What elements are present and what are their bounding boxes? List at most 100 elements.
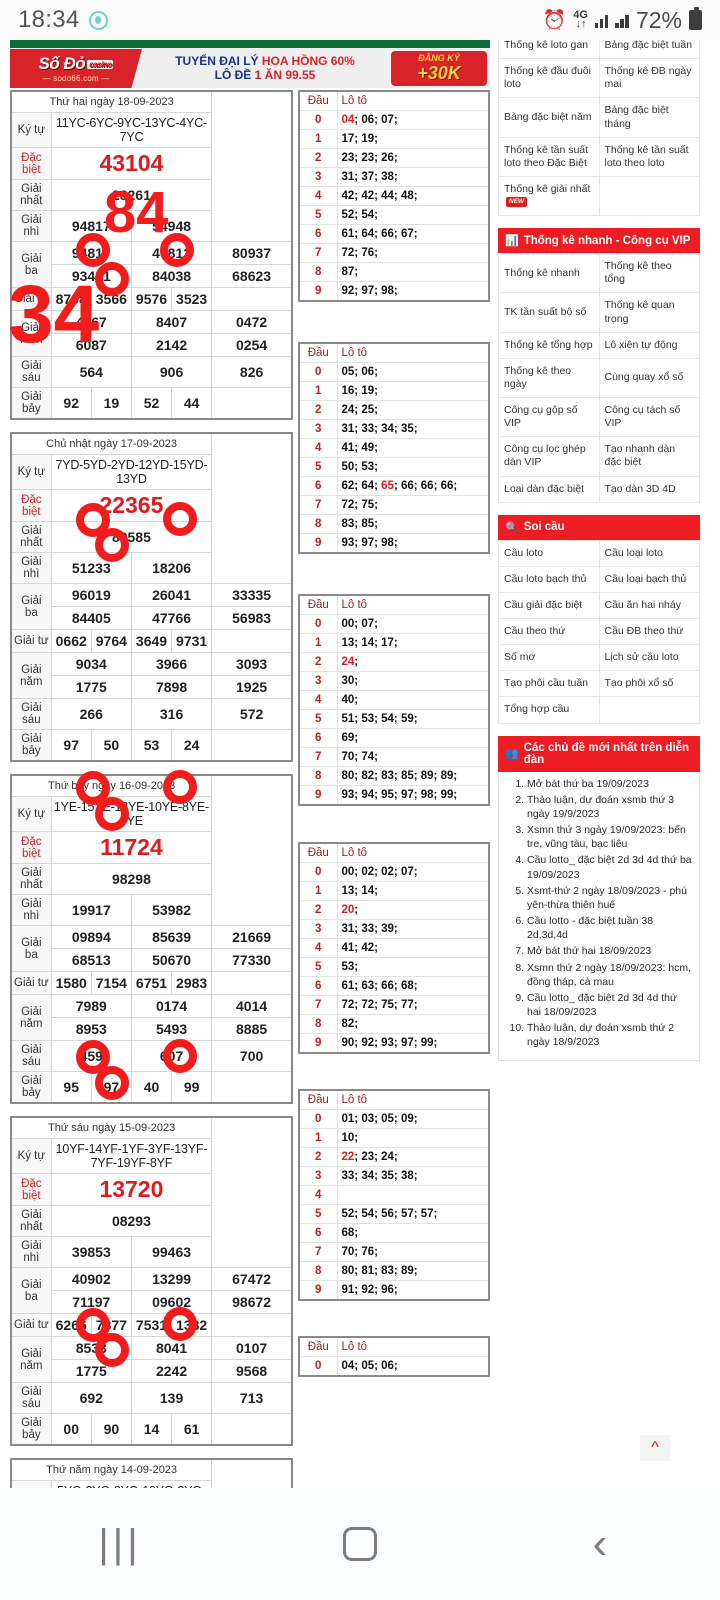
sidebar-link[interactable]: Số mơ bbox=[498, 644, 600, 672]
sidebar-link[interactable]: Công cụ lọc ghép dàn VIP bbox=[498, 436, 600, 477]
table-row: Giải tư 6266 7877 7531 1382 bbox=[10, 1313, 292, 1337]
chart-icon: 📊 bbox=[505, 235, 519, 248]
sidebar-link[interactable]: Tạo dàn 3D 4D bbox=[598, 475, 700, 503]
loto-values: 24; bbox=[336, 652, 490, 672]
forum-topic-item[interactable]: Cầu lotto_ đặc biệt 2d 3d 4d thứ hai 18/… bbox=[527, 991, 693, 1019]
sidebar-link[interactable]: Cầu ăn hai nháy bbox=[598, 591, 700, 620]
sidebar-link[interactable]: Loại dàn đặc biệt bbox=[498, 475, 600, 503]
sidebar-link[interactable]: Tạo phôi cầu tuần bbox=[498, 670, 600, 698]
dau-value: 5 bbox=[298, 457, 338, 477]
result-date: Thứ sáu ngày 15-09-2023 bbox=[10, 1116, 213, 1139]
row-label-kytu: Ký tự bbox=[10, 1138, 52, 1174]
sidebar-link[interactable]: Tổng hợp cầu bbox=[498, 696, 600, 724]
col-header-loto: Lô tô bbox=[336, 1089, 490, 1110]
loto-values: 31; 33; 34; 35; bbox=[336, 419, 490, 439]
dau-value: 9 bbox=[298, 1033, 338, 1054]
loto-values: 80; 81; 83; 89; bbox=[336, 1261, 490, 1281]
sidebar-link[interactable]: Bảng đặc biệt tháng bbox=[598, 97, 700, 138]
forum-topic-item[interactable]: Thảo luận, dự đoán xsmb thứ 2 ngày 18/9/… bbox=[527, 1021, 693, 1049]
forum-topic-item[interactable]: Thảo luận, dự đoán xsmb thứ 3 ngày 19/9/… bbox=[527, 793, 693, 821]
chevron-up-icon[interactable]: ^ bbox=[640, 1435, 670, 1461]
sidebar-link[interactable]: Cầu loại bạch thủ bbox=[598, 565, 700, 593]
table-row: 9 93; 97; 98; bbox=[298, 533, 490, 554]
forum-topic-item[interactable]: Cầu lotto_ đặc biệt 2d 3d 4d thứ ba 19/0… bbox=[527, 853, 693, 881]
table-row: 68513 50670 77330 bbox=[11, 948, 293, 972]
dau-value: 7 bbox=[298, 1242, 338, 1262]
giaibay-value: 14 bbox=[130, 1413, 173, 1446]
giaiba-value: 67472 bbox=[211, 1267, 293, 1291]
dau-value: 8 bbox=[298, 1014, 338, 1034]
forum-topic-item[interactable]: Mở bát thứ hai 18/09/2023 bbox=[527, 944, 693, 958]
sidebar-link[interactable]: Thống kê tần suất loto theo loto bbox=[598, 136, 700, 177]
table-row: 5 50; 53; bbox=[298, 457, 490, 477]
giaibay-value: 99 bbox=[171, 1071, 213, 1104]
loto-values: 52; 54; 56; 57; 57; bbox=[336, 1204, 490, 1224]
giainam-value: 2142 bbox=[130, 333, 213, 357]
sidebar-link[interactable]: Tạo phôi xổ số bbox=[598, 670, 700, 698]
table-row: Giải nhất 28261 bbox=[10, 179, 292, 211]
giaiba-value: 93431 bbox=[50, 264, 132, 288]
giaisau-value: 316 bbox=[130, 698, 213, 730]
table-row: 1 13; 14; 17; bbox=[298, 633, 490, 653]
back-chevron-icon: ‹ bbox=[592, 1519, 608, 1568]
table-row: Giải bảy 97 50 53 24 bbox=[10, 729, 292, 762]
sidebar-link[interactable]: Thống kê quan trọng bbox=[598, 292, 700, 333]
table-row: 7 72; 75; bbox=[298, 495, 490, 515]
sidebar-link[interactable]: Lịch sử cầu loto bbox=[598, 644, 700, 672]
sidebar-link[interactable]: Bảng đặc biệt tuần bbox=[598, 40, 700, 60]
sidebar-link[interactable]: Thống kê đầu đuôi loto bbox=[498, 58, 600, 99]
forum-topic-item[interactable]: Cầu lotto - đặc biệt tuần 38 2d,3d,4d bbox=[527, 914, 693, 942]
sidebar-link[interactable]: Thống kê giải nhấtNEW bbox=[498, 175, 600, 217]
row-label-giainam: Giải năm bbox=[10, 994, 52, 1041]
table-row: 1 13; 14; bbox=[298, 881, 490, 901]
loto-values: 93; 97; 98; bbox=[336, 533, 490, 554]
table-row: Giải bảy 95 97 40 99 bbox=[10, 1071, 292, 1104]
forum-topic-item[interactable]: Xsmt-thứ 2 ngày 18/09/2023 - phú yên-thừ… bbox=[527, 884, 693, 912]
table-row: 8 87; bbox=[298, 262, 490, 282]
sidebar-link[interactable]: TK tần suất bộ số bbox=[498, 292, 600, 333]
loto-values: 23; 23; 26; bbox=[336, 148, 490, 168]
sidebar-link[interactable]: Thống kê theo ngày bbox=[498, 357, 600, 399]
sidebar-link[interactable]: Thống kê loto gan bbox=[498, 40, 600, 60]
table-row: Thứ hai ngày 18-09-2023 bbox=[10, 90, 292, 113]
sidebar-link[interactable]: Bảng đặc biệt năm bbox=[498, 97, 600, 138]
forum-topic-item[interactable]: Xsmn thứ 2 ngày 18/09/2023: hcm, đồng th… bbox=[527, 961, 693, 989]
forum-topic-item[interactable]: Xsmn thứ 3 ngày 19/09/2023: bến tre, vũn… bbox=[527, 823, 693, 851]
advertisement-banner[interactable]: Số Đỏ casino — sodo66.com — TUYỂN ĐẠI LÝ … bbox=[10, 40, 490, 88]
sidebar-link[interactable]: Cầu loto bbox=[498, 539, 600, 567]
table-row: 8953 5493 8885 bbox=[11, 1017, 293, 1041]
sidebar-link[interactable]: Thống kê tần suất loto theo Đặc Biệt bbox=[498, 136, 600, 177]
sidebar-link[interactable]: Cầu loto bạch thủ bbox=[498, 565, 600, 593]
back-button[interactable]: ‹ bbox=[480, 1519, 720, 1569]
webpage-viewport[interactable]: Số Đỏ casino — sodo66.com — TUYỂN ĐẠI LÝ … bbox=[0, 40, 720, 1488]
sidebar-link[interactable]: Thống kê nhanh bbox=[498, 253, 600, 294]
banner-register-button[interactable]: ĐĂNG KÝ +30K bbox=[391, 51, 487, 86]
table-row: Giải bảy 00 90 14 61 bbox=[10, 1413, 292, 1446]
sidebar-link[interactable]: Lô xiên tự động bbox=[598, 331, 700, 359]
home-button[interactable] bbox=[240, 1527, 480, 1561]
giainhi-value: 99463 bbox=[130, 1236, 213, 1268]
sidebar-link[interactable]: Thống kê theo tổng bbox=[598, 253, 700, 294]
sidebar-link[interactable]: Công cụ tách số VIP bbox=[598, 396, 700, 438]
table-row: Thống kê tổng hợp Lô xiên tự động bbox=[498, 331, 700, 359]
sidebar-link[interactable]: Cùng quay xổ số bbox=[598, 357, 700, 399]
sidebar-link[interactable]: Tạo nhanh dàn đặc biệt bbox=[598, 436, 700, 477]
table-row: 3 33; 34; 35; 38; bbox=[298, 1166, 490, 1186]
recents-button[interactable]: ||| bbox=[0, 1522, 240, 1567]
sidebar-link[interactable]: Cầu loại loto bbox=[598, 539, 700, 567]
giainam-value: 8533 bbox=[50, 1336, 132, 1360]
network-type-label: 4G bbox=[573, 9, 588, 21]
sidebar-link[interactable]: Cầu theo thứ bbox=[498, 617, 600, 646]
sidebar-link[interactable]: Thống kê tổng hợp bbox=[498, 331, 600, 359]
table-row: Giải năm 7989 0174 4014 bbox=[10, 994, 293, 1041]
sidebar-link[interactable]: Cầu ĐB theo thứ bbox=[598, 617, 700, 646]
sidebar-link[interactable]: Thống kê ĐB ngày mai bbox=[598, 58, 700, 99]
forum-topic-item[interactable]: Mở bát thứ ba 19/09/2023 bbox=[527, 777, 693, 791]
loto-values: 72; 72; 75; 77; bbox=[336, 995, 490, 1015]
sidebar-link[interactable]: Cầu giải đặc biệt bbox=[498, 591, 600, 620]
dau-value: 6 bbox=[298, 1223, 338, 1243]
sidebar-link[interactable]: Công cụ gộp số VIP bbox=[498, 396, 600, 438]
dau-value: 9 bbox=[298, 533, 338, 554]
giainhat-value: 08293 bbox=[50, 1205, 213, 1237]
sidebar-section-title: Soi cầu bbox=[523, 521, 565, 534]
